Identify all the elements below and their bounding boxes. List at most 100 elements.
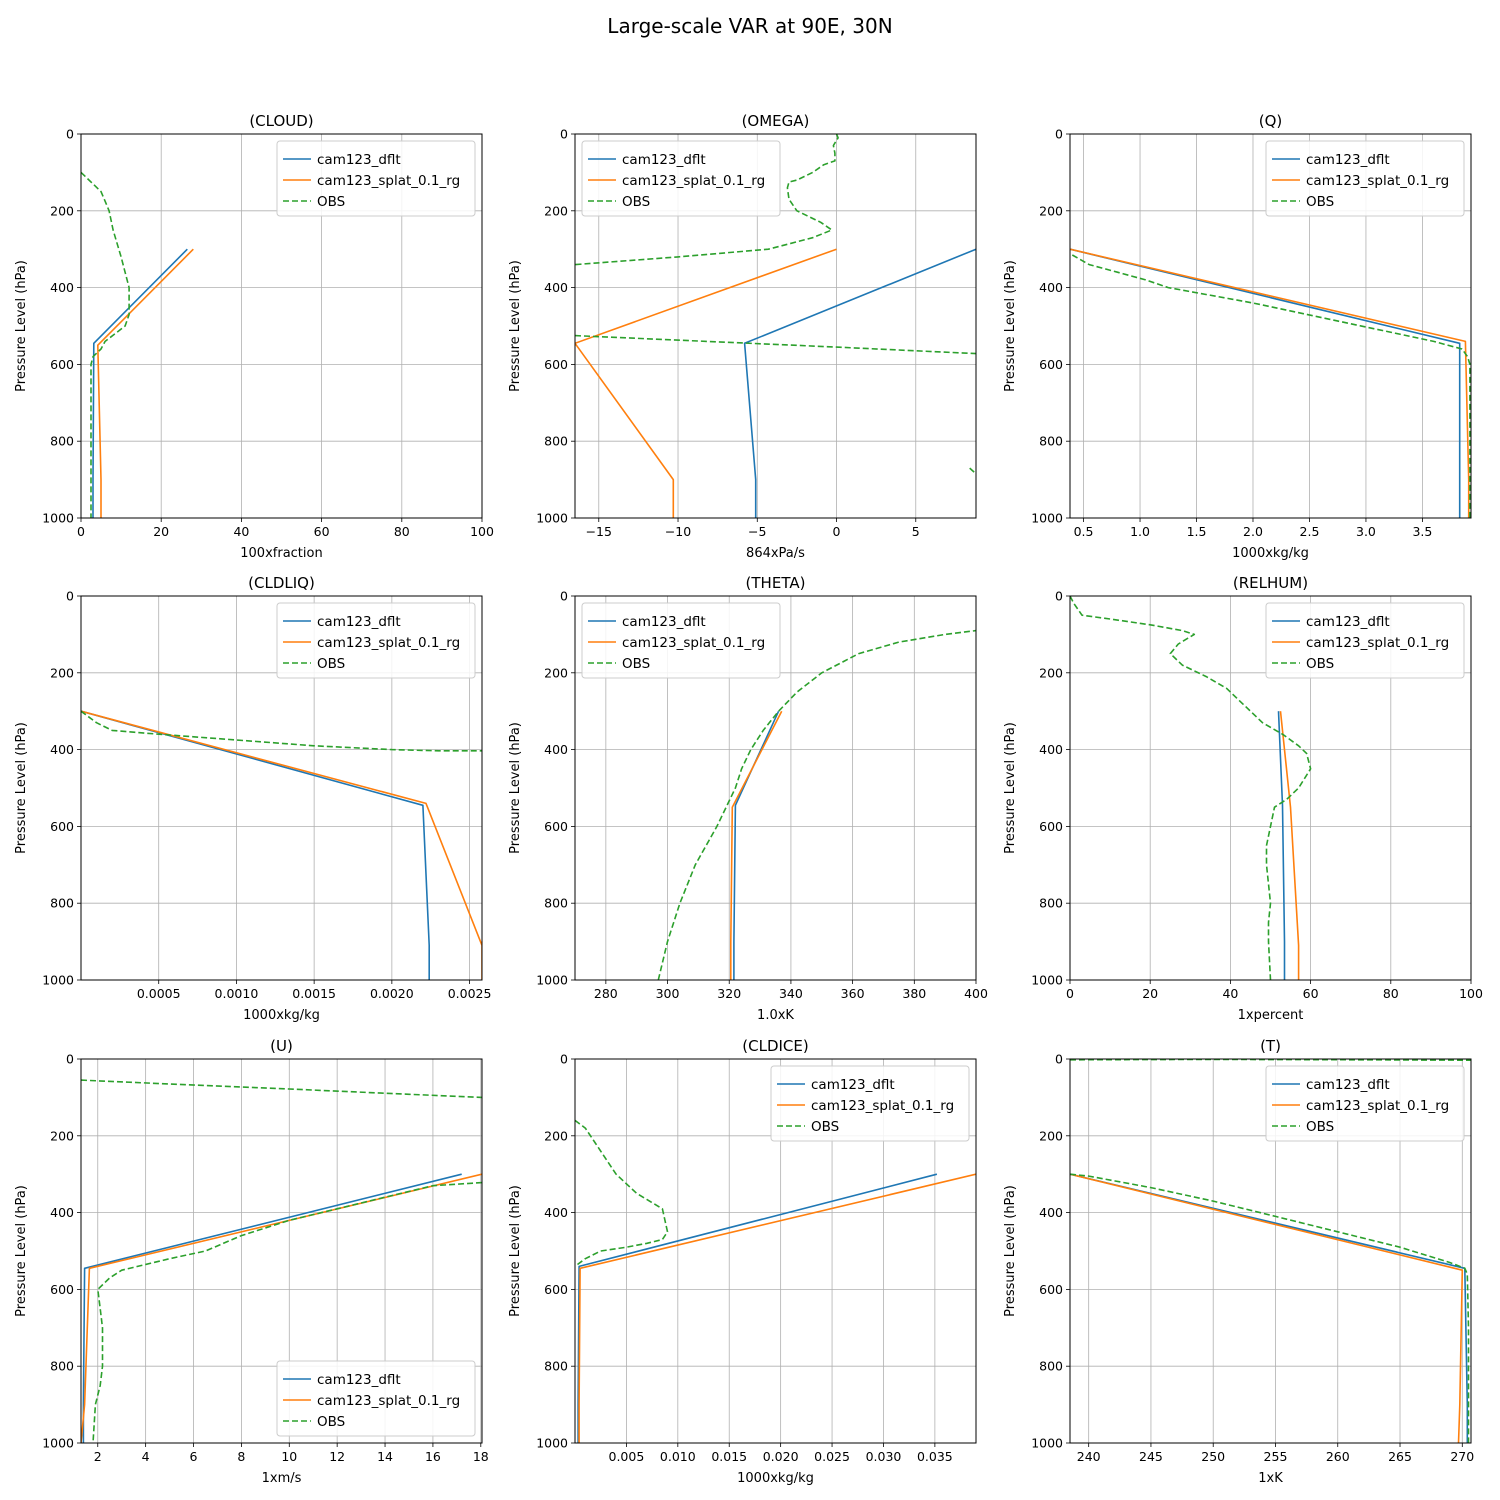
subplot-title: (THETA) — [746, 574, 806, 592]
x-tick-label: 255 — [1264, 1449, 1288, 1464]
x-tick-label: 80 — [394, 524, 410, 539]
x-tick-label: 0.010 — [660, 1449, 696, 1464]
axes-frame — [80, 133, 483, 519]
y-tick-label: 200 — [544, 1128, 568, 1143]
x-tick-label: 0.005 — [609, 1449, 645, 1464]
subplot: 240 245 250 255 260 265 270 0 200 400 600 800 1000 (T… — [1003, 1037, 1474, 1486]
x-tick-label: 0.0025 — [448, 986, 492, 1001]
legend-label: cam123_dflt — [317, 1372, 401, 1388]
series-group — [81, 171, 194, 518]
x-tick-label: 270 — [1450, 1449, 1474, 1464]
axes-frame — [1069, 1058, 1472, 1444]
x-axis-label: 1xpercent — [1238, 1008, 1304, 1023]
y-tick-label: 1000 — [42, 973, 74, 988]
series-line-cam123-dflt — [1277, 711, 1286, 980]
series-line-cam123-dflt — [743, 248, 976, 518]
y-tick-label: 200 — [50, 203, 74, 218]
x-tick-label: 20 — [1142, 986, 1158, 1001]
legend-label: OBS — [811, 1119, 839, 1135]
y-tick-label: 800 — [1039, 434, 1063, 449]
legend-label: cam123_dflt — [1306, 614, 1390, 630]
y-axis-label: Pressure Level (hPa) — [1003, 722, 1018, 854]
series-group — [1070, 248, 1471, 518]
axes-frame — [80, 595, 483, 981]
series-line-cam123-splat-0-1-rg — [578, 1173, 976, 1443]
legend-box — [581, 602, 781, 679]
series-group — [575, 134, 976, 518]
legend-label: cam123_splat_0.1_rg — [317, 1393, 460, 1409]
x-tick-label: 300 — [656, 986, 680, 1001]
x-tick-label: 320 — [717, 986, 741, 1001]
series-line-obs — [575, 1119, 669, 1268]
x-tick-label: 1.0 — [1130, 524, 1150, 539]
x-tick-label: 100 — [470, 524, 494, 539]
series-group — [1070, 1059, 1471, 1443]
series-line-obs — [1070, 1173, 1470, 1443]
legend-label: cam123_splat_0.1_rg — [1306, 173, 1449, 189]
x-axis-label: 1xK — [1258, 1471, 1283, 1486]
legend-label: cam123_dflt — [1306, 152, 1390, 168]
legend-label: cam123_splat_0.1_rg — [317, 173, 460, 189]
x-tick-label: 16 — [425, 1449, 441, 1464]
y-axis-label: Pressure Level (hPa) — [14, 722, 29, 854]
y-tick-label: 200 — [544, 203, 568, 218]
figure-title: Large-scale VAR at 90E, 30N — [607, 14, 893, 38]
y-tick-label: 400 — [1039, 1205, 1063, 1220]
series-line-cam123-splat-0-1-rg — [729, 710, 783, 980]
series-line-cam123-splat-0-1-rg — [1279, 711, 1300, 980]
legend: cam123_dflt cam123_splat_0.1_rg OBS — [581, 140, 781, 217]
subplot: 0.5 1.0 1.5 2.0 2.5 3.0 3.5 0 200 400 600 800 1000 (Q… — [1003, 112, 1472, 561]
y-tick-label: 0 — [1055, 1052, 1063, 1067]
y-tick-label: 600 — [50, 357, 74, 372]
subplot-title: (CLOUD) — [249, 112, 313, 130]
x-tick-label: 18 — [473, 1449, 489, 1464]
legend-label: cam123_dflt — [317, 614, 401, 630]
y-tick-label: 800 — [50, 896, 74, 911]
y-tick-label: 600 — [50, 819, 74, 834]
x-tick-label: 0.025 — [814, 1449, 850, 1464]
series-line-cam123-dflt — [81, 710, 431, 980]
y-tick-label: 0 — [560, 589, 568, 604]
y-tick-label: 1000 — [1031, 511, 1063, 526]
series-line-obs — [575, 134, 839, 266]
x-tick-label: 240 — [1077, 1449, 1101, 1464]
x-tick-label: 0.5 — [1074, 524, 1094, 539]
x-tick-label: 0.030 — [866, 1449, 902, 1464]
y-tick-label: 600 — [544, 357, 568, 372]
axes-frame — [574, 595, 977, 981]
y-tick-label: 600 — [1039, 1282, 1063, 1297]
series-line-cam123-splat-0-1-rg — [97, 248, 194, 518]
y-tick-label: 600 — [50, 1282, 74, 1297]
y-tick-label: 800 — [50, 1359, 74, 1374]
x-tick-label: 40 — [1222, 986, 1238, 1001]
y-tick-label: 0 — [1055, 127, 1063, 142]
y-tick-label: 600 — [544, 819, 568, 834]
x-tick-label: 5 — [912, 524, 920, 539]
y-tick-label: 1000 — [536, 1436, 568, 1451]
y-axis-label: Pressure Level (hPa) — [14, 260, 29, 392]
series-line-cam123-dflt — [1070, 248, 1461, 518]
x-tick-label: 2 — [94, 1449, 102, 1464]
legend-label: OBS — [622, 194, 650, 210]
x-tick-label: 0.020 — [763, 1449, 799, 1464]
y-axis-label: Pressure Level (hPa) — [508, 260, 523, 392]
x-tick-label: 0.0020 — [370, 986, 414, 1001]
series-line-obs — [1071, 254, 1471, 518]
y-tick-label: 800 — [544, 896, 568, 911]
x-tick-label: 340 — [779, 986, 803, 1001]
x-tick-label: 280 — [594, 986, 618, 1001]
legend-box — [276, 140, 476, 217]
y-tick-label: 200 — [50, 665, 74, 680]
y-axis-label: Pressure Level (hPa) — [508, 722, 523, 854]
series-group — [575, 1119, 976, 1443]
x-tick-label: 260 — [1326, 1449, 1350, 1464]
legend-label: cam123_dflt — [622, 614, 706, 630]
x-axis-label: 100xfraction — [240, 546, 322, 561]
y-tick-label: 200 — [1039, 1128, 1063, 1143]
y-tick-label: 400 — [544, 280, 568, 295]
x-axis-label: 1000xkg/kg — [1232, 546, 1309, 561]
x-tick-label: 1.5 — [1187, 524, 1207, 539]
y-axis-label: Pressure Level (hPa) — [1003, 260, 1018, 392]
legend-label: OBS — [1306, 194, 1334, 210]
series-group — [81, 710, 482, 980]
